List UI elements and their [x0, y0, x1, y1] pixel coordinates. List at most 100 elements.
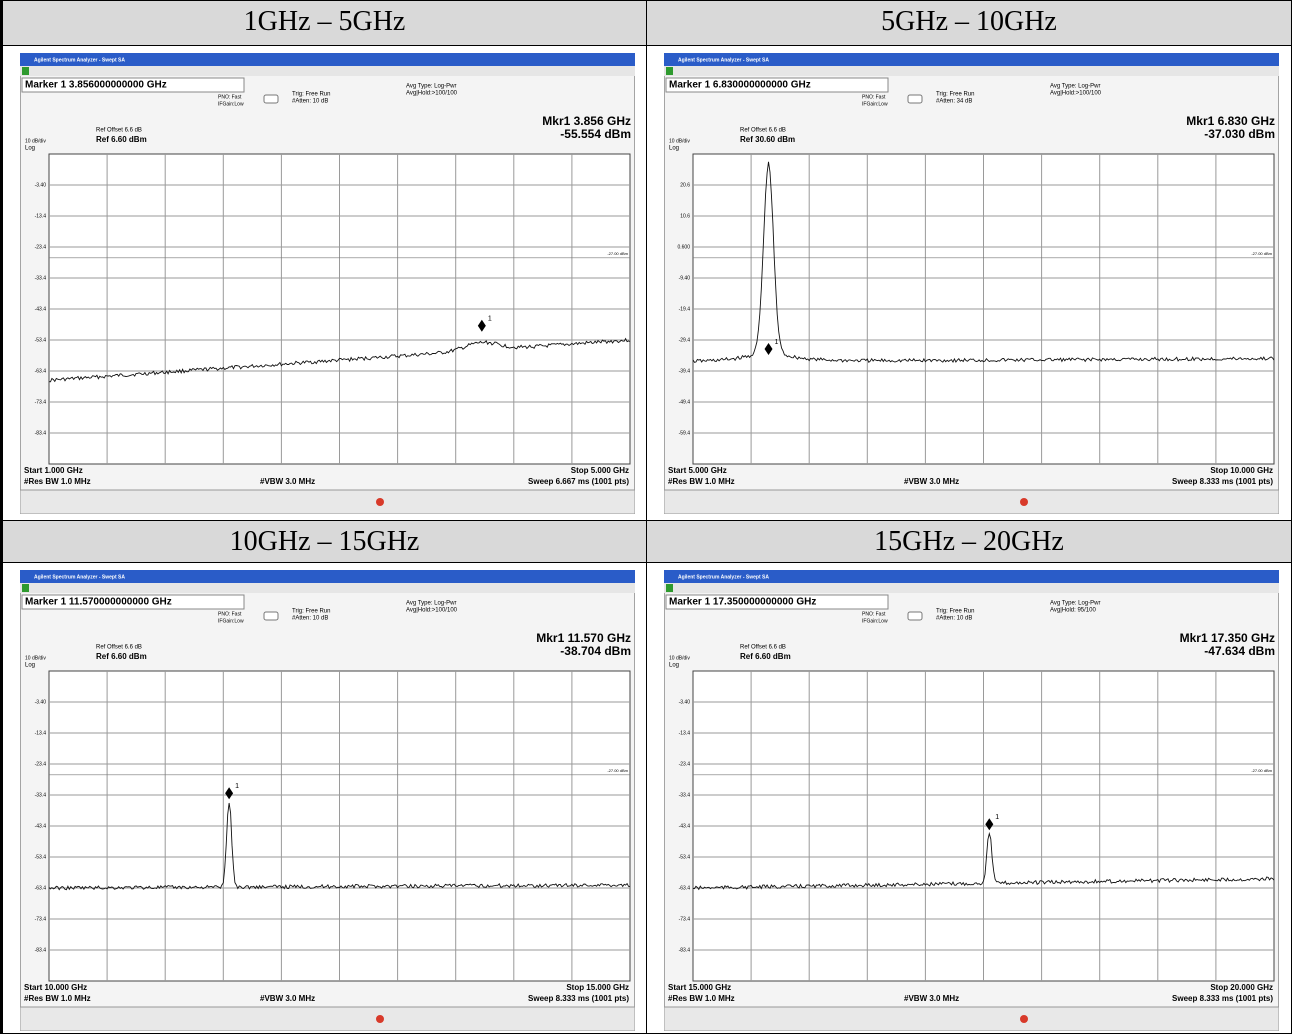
scale: 10 dB/div: [669, 655, 690, 661]
atten: #Atten: 34 dB: [936, 99, 972, 105]
avg-hold: Avg|Hold: 95/100: [1050, 608, 1096, 614]
y-tick-label: -83.4: [35, 947, 47, 953]
stop-freq: Stop 20.000 GHz: [1210, 983, 1273, 992]
sweep: Sweep 8.333 ms (1001 pts): [1172, 994, 1273, 1003]
title-bar: [664, 570, 1279, 583]
y-tick-label: -49.4: [679, 399, 691, 405]
y-tick-label: -63.4: [35, 368, 47, 374]
log-label: Log: [25, 146, 35, 152]
title-bar: [664, 53, 1279, 66]
scale: 10 dB/div: [25, 655, 46, 661]
trig: Trig: Free Run: [936, 92, 974, 98]
trace: [692, 161, 1275, 364]
marker-number: 1: [775, 339, 779, 346]
title-bar: [20, 570, 635, 583]
ifgain: IFGain:Low: [862, 101, 888, 107]
message-bar: [664, 489, 1279, 514]
ifgain: IFGain:Low: [218, 618, 244, 624]
header-cell: 15GHz – 20GHz: [646, 520, 1292, 563]
marker-readout: Marker 1 6.830000000000 GHz: [669, 80, 811, 91]
y-tick-label: -3.40: [679, 699, 691, 705]
y-tick-label: -53.4: [35, 854, 47, 860]
display-line-label: -27.00 dBm: [1251, 251, 1272, 256]
status-bar: [20, 583, 635, 593]
y-tick-label: -53.4: [35, 337, 47, 343]
y-tick-label: -19.4: [679, 306, 691, 312]
y-tick-label: -39.4: [679, 368, 691, 374]
y-tick-label: 0.600: [677, 244, 690, 250]
mkr-freq: Mkr1 3.856 GHz: [542, 114, 631, 128]
trig-button: [263, 611, 279, 621]
message-bar: [20, 1006, 635, 1031]
logo: [1020, 498, 1028, 506]
res-bw: #Res BW 1.0 MHz: [24, 477, 91, 486]
analyzer-screenshot: Agilent Spectrum Analyzer - Swept SA Mark…: [664, 570, 1279, 1031]
y-tick-label: -63.4: [35, 885, 47, 891]
ifgain: IFGain:Low: [218, 101, 244, 107]
y-tick-label: -23.4: [679, 761, 691, 767]
mkr-freq: Mkr1 11.570 GHz: [536, 631, 631, 645]
stop-freq: Stop 10.000 GHz: [1210, 466, 1273, 475]
y-tick-label: -33.4: [679, 792, 691, 798]
atten: #Atten: 10 dB: [292, 616, 328, 622]
y-tick-label: -43.4: [679, 823, 691, 829]
start-freq: Start 10.000 GHz: [24, 983, 87, 992]
marker-diamond: [985, 818, 994, 831]
scale: 10 dB/div: [669, 138, 690, 144]
ref-level: Ref 30.60 dBm: [740, 135, 795, 144]
ref-offset: Ref Offset 6.6 dB: [740, 128, 786, 134]
avg-type: Avg Type: Log-Pwr: [406, 601, 456, 607]
avg-type: Avg Type: Log-Pwr: [1050, 601, 1100, 607]
y-tick-label: -73.4: [679, 916, 691, 922]
sweep: Sweep 8.333 ms (1001 pts): [528, 994, 629, 1003]
y-tick-label: -43.4: [35, 823, 47, 829]
atten: #Atten: 10 dB: [292, 99, 328, 105]
marker-readout: Marker 1 17.350000000000 GHz: [669, 597, 816, 608]
status-bar: [20, 66, 635, 76]
logo: [376, 1015, 384, 1023]
header-cell: 10GHz – 15GHz: [0, 520, 647, 563]
marker-box: [21, 77, 245, 93]
y-tick-label: 10.6: [680, 213, 690, 219]
y-tick-label: -13.4: [35, 213, 47, 219]
pno: PNO: Fast: [862, 94, 886, 100]
marker-box: [665, 594, 889, 610]
trace: [48, 337, 631, 383]
mkr-level: -55.554 dBm: [560, 127, 631, 141]
y-tick-label: -83.4: [35, 430, 47, 436]
avg-type: Avg Type: Log-Pwr: [1050, 84, 1100, 90]
y-tick-label: -9.40: [679, 275, 691, 281]
sweep: Sweep 6.667 ms (1001 pts): [528, 477, 629, 486]
marker-diamond: [225, 787, 234, 800]
ifgain: IFGain:Low: [862, 618, 888, 624]
app-title: Agilent Spectrum Analyzer - Swept SA: [678, 57, 769, 63]
display-line-label: -27.00 dBm: [1251, 768, 1272, 773]
vbw: #VBW 3.0 MHz: [904, 994, 959, 1003]
plot-cell: Agilent Spectrum Analyzer - Swept SA Mark…: [646, 45, 1292, 521]
plot-cell: Agilent Spectrum Analyzer - Swept SA Mark…: [646, 562, 1292, 1034]
marker-readout: Marker 1 3.856000000000 GHz: [25, 80, 167, 91]
mkr-level: -38.704 dBm: [560, 644, 631, 658]
start-freq: Start 15.000 GHz: [668, 983, 731, 992]
message-bar: [664, 1006, 1279, 1031]
trig: Trig: Free Run: [936, 609, 974, 615]
res-bw: #Res BW 1.0 MHz: [668, 477, 735, 486]
analyzer-screenshot: Agilent Spectrum Analyzer - Swept SA Mark…: [20, 570, 635, 1031]
status-icon: [666, 584, 673, 592]
trace: [48, 802, 631, 891]
trig: Trig: Free Run: [292, 609, 330, 615]
y-tick-label: -53.4: [679, 854, 691, 860]
app-title: Agilent Spectrum Analyzer - Swept SA: [34, 57, 125, 63]
ref-level: Ref 6.60 dBm: [96, 135, 147, 144]
status-icon: [22, 67, 29, 75]
logo: [1020, 1015, 1028, 1023]
ref-level: Ref 6.60 dBm: [740, 652, 791, 661]
y-tick-label: -43.4: [35, 306, 47, 312]
analyzer-screenshot: Agilent Spectrum Analyzer - Swept SA Mark…: [664, 53, 1279, 514]
y-tick-label: -3.40: [35, 699, 47, 705]
vbw: #VBW 3.0 MHz: [260, 477, 315, 486]
status-bar: [664, 583, 1279, 593]
log-label: Log: [669, 146, 679, 152]
start-freq: Start 5.000 GHz: [668, 466, 727, 475]
